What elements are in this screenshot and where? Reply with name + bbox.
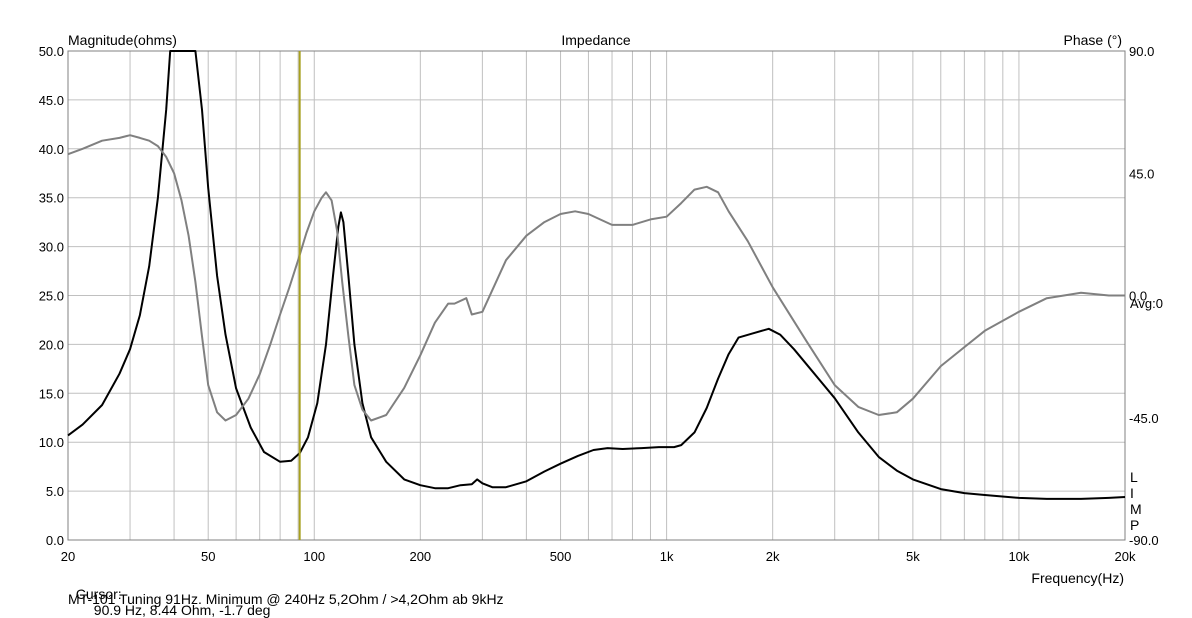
side-letter: I	[1130, 485, 1134, 501]
y-left-tick-label: 15.0	[39, 386, 64, 401]
x-tick-label: 500	[550, 549, 572, 564]
y-right-tick-label: -90.0	[1129, 533, 1159, 548]
x-tick-label: 20k	[1115, 549, 1136, 564]
y-right-tick-label: 45.0	[1129, 166, 1154, 181]
y-left-tick-label: 5.0	[46, 484, 64, 499]
y-left-tick-label: 50.0	[39, 44, 64, 59]
y-left-tick-label: 25.0	[39, 289, 64, 304]
y-left-tick-label: 20.0	[39, 337, 64, 352]
y-axis-left-label: Magnitude(ohms)	[68, 32, 177, 48]
x-tick-label: 50	[201, 549, 215, 564]
y-left-tick-label: 0.0	[46, 533, 64, 548]
side-letter: P	[1130, 517, 1139, 533]
axis-ticks: 0.0 5.0 10.0 15.0 20.0 25.0 30.0 35.0 40.0 45.0 50…	[39, 44, 1159, 564]
x-tick-label: 5k	[906, 549, 920, 564]
phase-series-line	[67, 134, 1125, 422]
y-left-tick-label: 45.0	[39, 93, 64, 108]
side-letter: M	[1130, 501, 1142, 517]
y-left-tick-label: 40.0	[39, 142, 64, 157]
measurement-note: MT-101 Tuning 91Hz. Minimum @ 240Hz 5,2O…	[68, 591, 504, 607]
x-tick-label: 2k	[766, 549, 780, 564]
x-axis-label: Frequency(Hz)	[1031, 570, 1124, 586]
y-right-tick-label: 0.0	[1129, 289, 1147, 304]
magnitude-series-line	[67, 50, 1126, 500]
y-axis-right-label: Phase (°)	[1063, 32, 1122, 48]
grid-lines	[68, 50, 1125, 541]
side-letter: L	[1130, 469, 1138, 485]
cursor-label: Cursor:	[75, 586, 122, 602]
y-right-tick-label: -45.0	[1129, 411, 1159, 426]
avg-label: Avg:0	[1130, 296, 1163, 311]
chart-title: Impedance	[561, 32, 630, 48]
y-right-tick-label: 90.0	[1129, 44, 1154, 59]
y-left-tick-label: 35.0	[39, 191, 64, 206]
y-left-tick-label: 10.0	[39, 435, 64, 450]
x-tick-label: 200	[409, 549, 431, 564]
x-tick-label: 20	[61, 549, 75, 564]
x-tick-label: 1k	[660, 549, 674, 564]
y-left-tick-label: 30.0	[39, 240, 64, 255]
series-group	[67, 50, 1126, 500]
x-tick-label: 10k	[1008, 549, 1029, 564]
x-tick-label: 100	[303, 549, 325, 564]
